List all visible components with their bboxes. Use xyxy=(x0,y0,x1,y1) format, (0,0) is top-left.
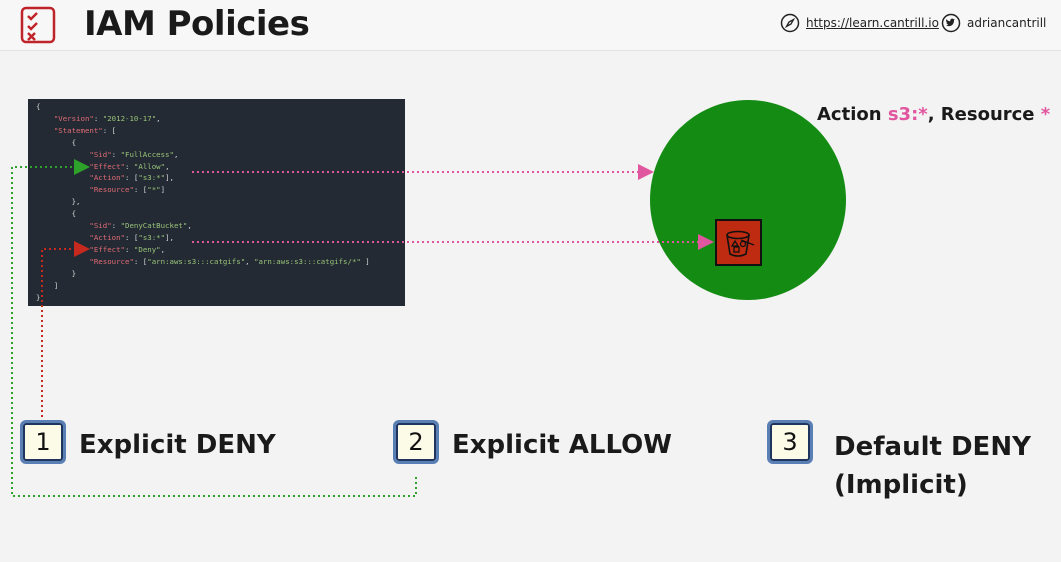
code-token: } xyxy=(71,268,77,278)
code-token: : xyxy=(111,149,121,159)
site-link[interactable]: https://learn.cantrill.io xyxy=(780,13,939,33)
code-token: "Effect" xyxy=(89,161,126,171)
code-token: }, xyxy=(71,197,81,207)
code-token: "Sid" xyxy=(89,221,112,231)
code-token: "s3:*" xyxy=(138,232,166,242)
code-line: { xyxy=(36,208,405,220)
code-token: { xyxy=(36,102,41,111)
code-line: "Effect": "Allow", xyxy=(36,161,405,173)
code-token: "FullAccess" xyxy=(120,149,174,159)
twitter-link[interactable]: adriancantrill xyxy=(941,13,1046,33)
code-token: { xyxy=(71,209,77,219)
code-token: , xyxy=(187,221,192,231)
code-token: "Resource" xyxy=(89,256,134,266)
code-token: "2012-10-17" xyxy=(102,113,157,123)
s3-bucket-icon xyxy=(715,219,762,266)
site-url[interactable]: https://learn.cantrill.io xyxy=(806,16,939,30)
code-line: "Resource": ["*"] xyxy=(36,184,405,196)
code-token: , xyxy=(245,256,255,266)
checklist-icon xyxy=(20,6,56,44)
code-token: "arn:aws:s3:::catgifs/*" xyxy=(254,256,361,266)
step-1-label: Explicit DENY xyxy=(79,430,276,460)
code-token: : [ xyxy=(125,173,139,183)
code-token: "Effect" xyxy=(89,244,126,254)
code-token: : xyxy=(111,221,121,231)
code-token: : [ xyxy=(133,256,148,266)
step-2-label: Explicit ALLOW xyxy=(452,430,672,460)
code-token: "Deny" xyxy=(133,244,161,254)
code-token: : xyxy=(125,161,134,171)
step-3-badge: 3 xyxy=(767,420,813,464)
code-line: "Version": "2012-10-17", xyxy=(36,113,405,125)
header: IAM Policies https://learn.cantrill.io a… xyxy=(0,0,1061,51)
code-token: : xyxy=(125,244,134,254)
code-token: : [ xyxy=(133,185,148,195)
code-line: "Statement": [ xyxy=(36,125,405,137)
step-3-sublabel: (Implicit) xyxy=(834,470,968,500)
code-token: "Action" xyxy=(89,173,126,183)
code-token: "Sid" xyxy=(89,149,112,159)
code-token: "Resource" xyxy=(89,185,134,195)
code-token: "arn:aws:s3:::catgifs" xyxy=(147,256,246,266)
code-token: , xyxy=(173,149,179,159)
code-token: ] xyxy=(53,280,59,290)
code-line: "Resource": ["arn:aws:s3:::catgifs", "ar… xyxy=(36,256,405,268)
code-token: } xyxy=(36,292,41,302)
code-line: }, xyxy=(36,196,405,208)
code-token: ] xyxy=(360,256,370,266)
step-3-label: Default DENY xyxy=(834,432,1031,462)
deny-effect-connector xyxy=(41,241,90,417)
code-line: "Action": ["s3:*"], xyxy=(36,172,405,184)
code-token: "Allow" xyxy=(133,161,166,171)
code-line: "Sid": "FullAccess", xyxy=(36,149,405,161)
scope-label: Action s3:*, Resource * xyxy=(817,104,1051,125)
code-token: "Version" xyxy=(53,113,94,123)
code-token: , xyxy=(160,244,166,254)
code-token: ] xyxy=(160,185,166,195)
code-line: } xyxy=(36,292,405,304)
code-line: "Effect": "Deny", xyxy=(36,244,405,256)
code-line: "Action": ["s3:*"], xyxy=(36,232,405,244)
compass-icon xyxy=(780,13,800,33)
policy-json: { "Version": "2012-10-17", "Statement": … xyxy=(28,99,405,303)
code-token: : [ xyxy=(102,125,117,135)
step-1-badge: 1 xyxy=(20,420,66,464)
code-token: "DenyCatBucket" xyxy=(120,221,188,231)
code-token: ], xyxy=(165,173,174,183)
twitter-handle[interactable]: adriancantrill xyxy=(967,16,1047,30)
code-token: "Action" xyxy=(89,232,126,242)
code-line: ] xyxy=(36,280,405,292)
code-token: ], xyxy=(165,232,174,242)
code-token: "s3:*" xyxy=(138,173,166,183)
code-token: : xyxy=(93,113,103,123)
resource-value: * xyxy=(1040,104,1051,125)
code-line: "Sid": "DenyCatBucket", xyxy=(36,220,405,232)
twitter-icon xyxy=(941,13,961,33)
code-token: { xyxy=(71,137,77,147)
code-token: "Statement" xyxy=(53,125,103,135)
code-line: } xyxy=(36,268,405,280)
step-2-badge: 2 xyxy=(393,420,439,464)
code-token: , xyxy=(156,113,161,123)
code-token: : [ xyxy=(125,232,139,242)
allow-scope-circle xyxy=(650,100,846,300)
code-token: "*" xyxy=(147,185,161,195)
policy-code-block: { "Version": "2012-10-17", "Statement": … xyxy=(28,99,405,306)
code-line: { xyxy=(36,101,405,113)
code-token: , xyxy=(165,161,170,171)
code-line: { xyxy=(36,137,405,149)
action-value: s3:* xyxy=(887,104,928,125)
page-title: IAM Policies xyxy=(84,4,310,44)
